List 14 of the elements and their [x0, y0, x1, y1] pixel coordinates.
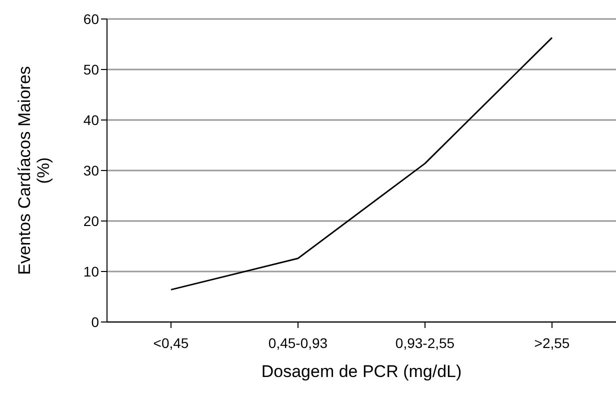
y-tick-label: 60: [83, 10, 100, 27]
y-axis-title: Eventos Cardíacos Maiores (%): [15, 66, 53, 275]
x-tick-label: 0,45-0,93: [268, 334, 328, 351]
x-axis-title: Dosagem de PCR (mg/dL): [261, 362, 462, 381]
y-tick-label: 40: [83, 112, 100, 128]
x-tick-label: <0,45: [153, 334, 189, 351]
x-tick-label: 0,93-2,55: [395, 334, 455, 351]
y-tick-label: 50: [83, 61, 100, 78]
y-tick-label: 0: [91, 314, 100, 330]
y-tick-label: 30: [83, 162, 100, 178]
x-tick-label: >2,55: [534, 334, 570, 351]
y-tick-label: 10: [83, 263, 100, 280]
y-tick-label: 20: [83, 212, 100, 229]
line-series: [170, 36, 553, 290]
